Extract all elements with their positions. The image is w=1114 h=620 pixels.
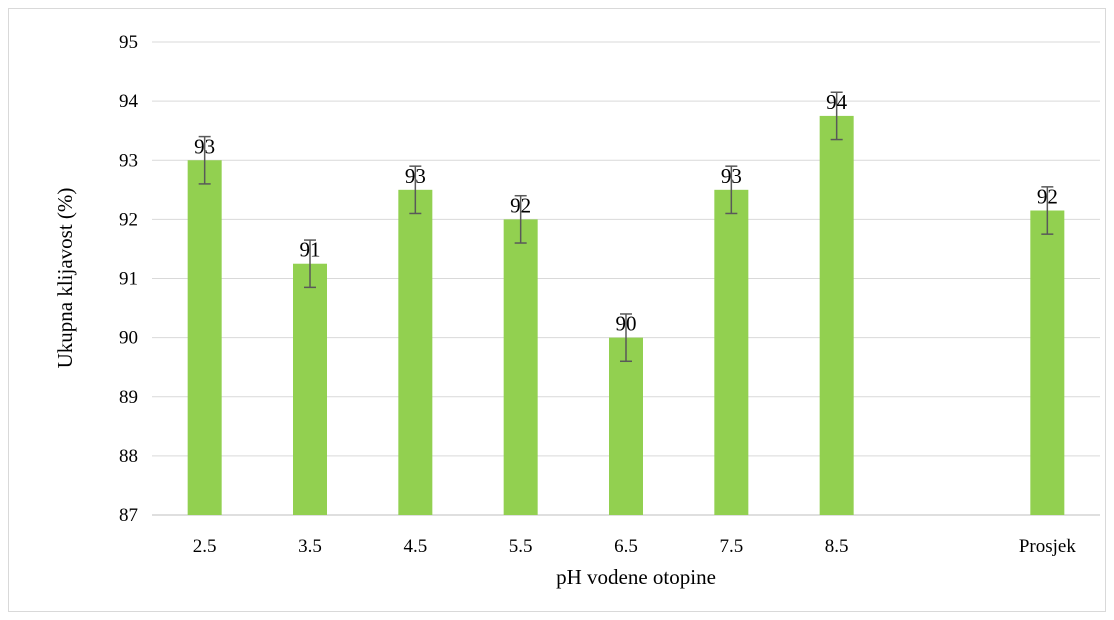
error-bar — [620, 313, 632, 363]
data-labels: 93 91 93 92 90 93 94 92 — [194, 90, 1058, 336]
x-tick-label: 3.5 — [298, 536, 322, 557]
y-tick-label: 92 — [119, 209, 138, 230]
x-tick-label: 4.5 — [403, 536, 427, 557]
y-axis-title: Ukupna klijavost (%) — [53, 188, 77, 369]
data-label: 91 — [300, 238, 321, 262]
x-axis-title: pH vodene otopine — [556, 565, 716, 589]
bar — [293, 263, 327, 515]
data-label: 93 — [194, 134, 215, 158]
bar — [609, 337, 643, 515]
y-tick-labels: 87 88 89 90 91 92 93 94 95 — [119, 32, 139, 526]
x-tick-labels: 2.5 3.5 4.5 5.5 6.5 7.5 8.5 Prosjek — [193, 536, 1077, 557]
bars — [187, 115, 1065, 515]
bar — [187, 160, 222, 515]
data-label: 90 — [616, 312, 637, 336]
x-tick-label: Prosjek — [1019, 536, 1077, 557]
error-bar — [198, 135, 211, 185]
bar — [819, 115, 854, 515]
error-bar — [514, 194, 527, 244]
error-bar — [1041, 186, 1054, 235]
x-tick-label: 5.5 — [509, 536, 533, 557]
x-tick-label: 7.5 — [719, 536, 743, 557]
x-tick-label: 2.5 — [193, 536, 217, 557]
y-tick-label: 90 — [119, 328, 138, 349]
data-label: 93 — [721, 164, 742, 188]
y-tick-label: 95 — [119, 32, 138, 53]
data-label: 92 — [510, 193, 531, 217]
x-tick-label: 6.5 — [614, 536, 638, 557]
data-label: 92 — [1037, 185, 1058, 209]
y-tick-label: 88 — [119, 446, 138, 467]
error-bar — [409, 165, 422, 215]
bar — [1030, 210, 1065, 515]
error-bar — [304, 239, 316, 289]
y-tick-label: 87 — [119, 505, 138, 526]
data-label: 94 — [826, 90, 848, 114]
y-tick-label: 89 — [119, 387, 138, 408]
data-label: 93 — [405, 164, 426, 188]
bar — [714, 189, 749, 515]
bar — [503, 219, 538, 515]
bar — [398, 189, 433, 515]
y-tick-label: 93 — [119, 150, 138, 171]
error-bar — [725, 165, 738, 215]
y-tick-label: 91 — [119, 269, 138, 290]
y-tick-label: 94 — [119, 91, 139, 112]
x-tick-label: 8.5 — [825, 536, 849, 557]
error-bars — [198, 91, 1054, 363]
error-bar — [830, 91, 843, 141]
